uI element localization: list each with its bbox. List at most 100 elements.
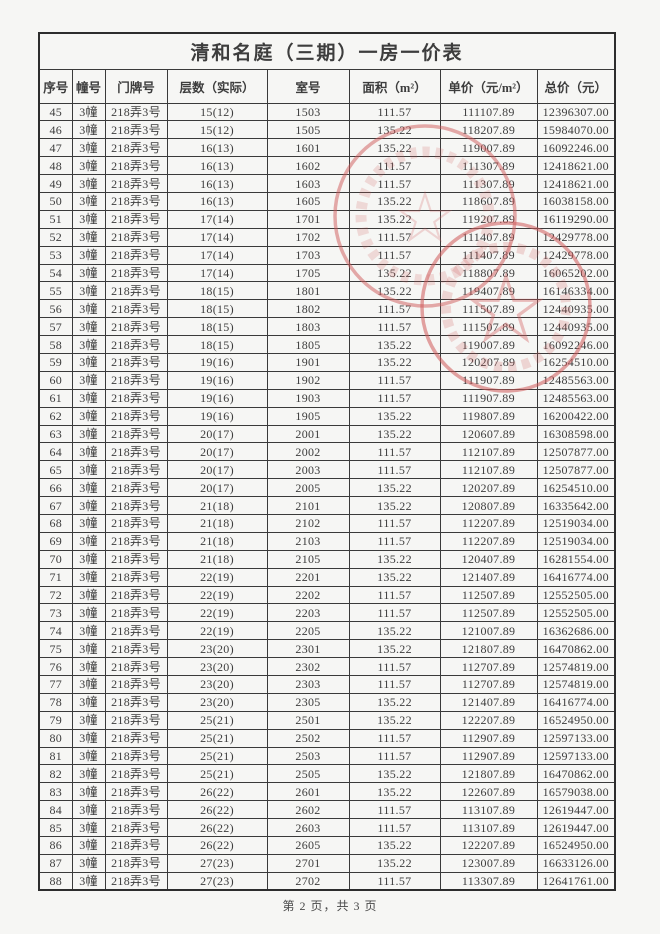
cell: 12597133.00 xyxy=(536,746,616,766)
cell: 58 xyxy=(38,335,73,354)
cell: 111.57 xyxy=(348,728,441,748)
table-row: 54 3幢 218弄3号 17(14) 1705 135.22 118807.89 16065… xyxy=(38,263,616,283)
cell: 112907.89 xyxy=(439,728,538,748)
cell: 112707.89 xyxy=(439,675,538,694)
cell: 12418621.00 xyxy=(536,156,616,176)
cell: 111907.89 xyxy=(439,370,538,390)
cell: 1702 xyxy=(266,227,350,247)
cell: 12429778.00 xyxy=(536,245,616,265)
cell: 3幢 xyxy=(71,460,106,480)
cell: 3幢 xyxy=(71,603,106,623)
table-row: 55 3幢 218弄3号 18(15) 1801 135.22 119407.89 16146… xyxy=(38,281,616,301)
cell: 111.57 xyxy=(348,388,441,408)
cell: 16146334.00 xyxy=(536,281,616,301)
cell: 12507877.00 xyxy=(536,460,616,480)
cell: 111.57 xyxy=(348,460,441,480)
cell: 20(17) xyxy=(166,460,268,480)
cell: 20(17) xyxy=(166,478,268,498)
cell: 60 xyxy=(38,370,73,390)
cell: 52 xyxy=(38,227,73,247)
cell: 112107.89 xyxy=(439,460,538,480)
cell: 21(18) xyxy=(166,513,268,533)
cell: 218弄3号 xyxy=(104,657,168,676)
cell: 15984070.00 xyxy=(536,120,616,140)
cell: 2303 xyxy=(266,675,350,694)
cell: 2205 xyxy=(266,621,350,641)
cell: 2503 xyxy=(266,746,350,766)
cell: 69 xyxy=(38,531,73,551)
cell: 218弄3号 xyxy=(104,567,168,587)
cell: 3幢 xyxy=(71,675,106,694)
cell: 26(22) xyxy=(166,782,268,802)
table-row: 73 3幢 218弄3号 22(19) 2203 111.57 112507.89 12552… xyxy=(38,603,616,623)
cell: 3幢 xyxy=(71,710,106,730)
cell: 3幢 xyxy=(71,549,106,569)
cell: 80 xyxy=(38,728,73,748)
cell: 2605 xyxy=(266,836,350,855)
cell: 112107.89 xyxy=(439,442,538,462)
cell: 135.22 xyxy=(348,478,441,498)
cell: 79 xyxy=(38,710,73,730)
cell: 218弄3号 xyxy=(104,442,168,462)
cell: 26(22) xyxy=(166,836,268,855)
cell: 16470862.00 xyxy=(536,639,616,659)
cell: 22(19) xyxy=(166,603,268,623)
cell: 67 xyxy=(38,496,73,515)
cell: 62 xyxy=(38,406,73,426)
cell: 3幢 xyxy=(71,245,106,265)
cell: 2501 xyxy=(266,710,350,730)
cell: 3幢 xyxy=(71,496,106,515)
cell: 2302 xyxy=(266,657,350,676)
cell: 135.22 xyxy=(348,335,441,354)
cell: 218弄3号 xyxy=(104,156,168,176)
cell: 218弄3号 xyxy=(104,496,168,515)
cell: 87 xyxy=(38,853,73,873)
cell: 61 xyxy=(38,388,73,408)
cell: 84 xyxy=(38,800,73,820)
cell: 111507.89 xyxy=(439,317,538,337)
table-row: 45 3幢 218弄3号 15(12) 1503 111.57 111107.89 12396… xyxy=(38,102,616,122)
cell: 23(20) xyxy=(166,675,268,694)
cell: 55 xyxy=(38,281,73,301)
table-row: 87 3幢 218弄3号 27(23) 2701 135.22 123007.89 16633… xyxy=(38,853,616,873)
cell: 74 xyxy=(38,621,73,641)
table-row: 84 3幢 218弄3号 26(22) 2602 111.57 113107.89 12619… xyxy=(38,800,616,820)
cell: 118207.89 xyxy=(439,120,538,140)
cell: 111.57 xyxy=(348,871,441,891)
cell: 135.22 xyxy=(348,424,441,444)
cell: 218弄3号 xyxy=(104,317,168,337)
cell: 49 xyxy=(38,174,73,193)
cell: 25(21) xyxy=(166,764,268,784)
cell: 111.57 xyxy=(348,603,441,623)
cell: 12574819.00 xyxy=(536,675,616,694)
cell: 45 xyxy=(38,102,73,122)
table-row: 77 3幢 218弄3号 23(20) 2303 111.57 112707.89 12574… xyxy=(38,675,616,694)
cell: 2102 xyxy=(266,513,350,533)
cell: 218弄3号 xyxy=(104,227,168,247)
cell: 218弄3号 xyxy=(104,585,168,605)
cell: 16038158.00 xyxy=(536,191,616,211)
cell: 135.22 xyxy=(348,853,441,873)
cell: 111407.89 xyxy=(439,245,538,265)
cell: 112907.89 xyxy=(439,746,538,766)
cell: 111307.89 xyxy=(439,156,538,176)
cell: 18(15) xyxy=(166,281,268,301)
cell: 2603 xyxy=(266,818,350,838)
price-table-rows: 45 3幢 218弄3号 15(12) 1503 111.57 111107.89 12396… xyxy=(38,102,616,891)
table-row: 46 3幢 218弄3号 15(12) 1505 135.22 118207.89 15984… xyxy=(38,120,616,140)
cell: 3幢 xyxy=(71,209,106,229)
table-row: 67 3幢 218弄3号 21(18) 2101 135.22 120807.89 16335… xyxy=(38,496,616,515)
cell: 12440935.00 xyxy=(536,317,616,337)
cell: 111.57 xyxy=(348,156,441,176)
table-row: 48 3幢 218弄3号 16(13) 1602 111.57 111307.89 12418… xyxy=(38,156,616,176)
column-header-total-price: 总价（元） xyxy=(536,68,616,104)
cell: 72 xyxy=(38,585,73,605)
cell: 16092246.00 xyxy=(536,335,616,354)
cell: 3幢 xyxy=(71,370,106,390)
cell: 112707.89 xyxy=(439,657,538,676)
cell: 111.57 xyxy=(348,531,441,551)
cell: 3幢 xyxy=(71,800,106,820)
cell: 2005 xyxy=(266,478,350,498)
column-header-room: 室号 xyxy=(266,68,350,104)
